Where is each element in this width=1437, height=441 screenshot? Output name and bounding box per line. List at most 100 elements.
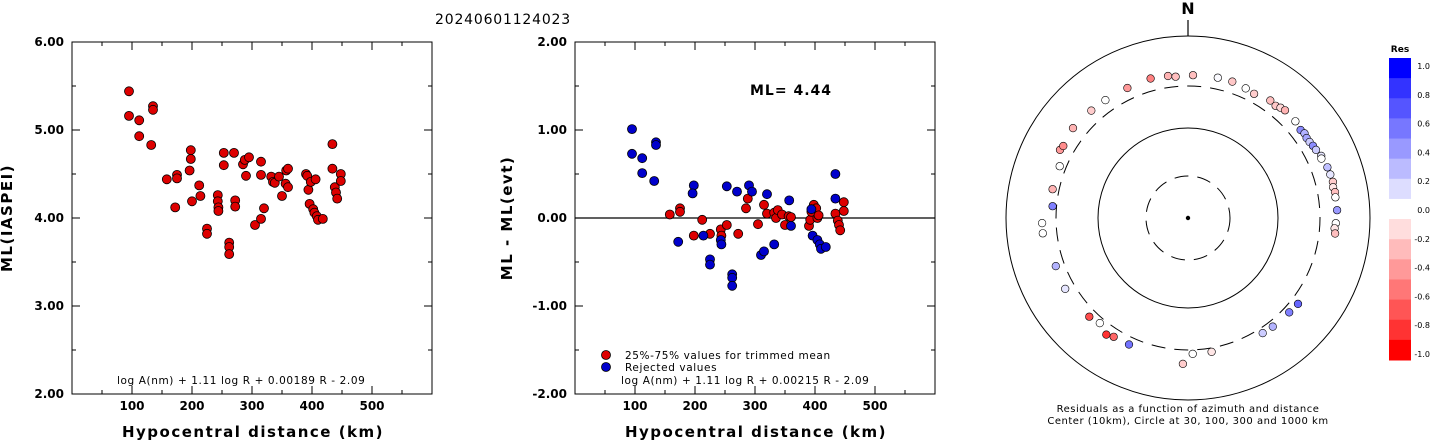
x-tick-label: 500 — [359, 399, 384, 413]
data-point — [762, 189, 772, 200]
x-ticks: 100 200 300 400 500 — [604, 42, 906, 413]
colorbar-tick-label: -1.0 — [1414, 350, 1430, 359]
station-point — [1048, 202, 1057, 211]
data-point — [194, 180, 205, 191]
data-point — [716, 239, 727, 250]
data-point — [213, 206, 224, 216]
data-point — [317, 213, 328, 224]
station-point — [1249, 89, 1259, 98]
data-point — [813, 210, 824, 221]
data-point — [283, 182, 293, 193]
data-point — [202, 228, 212, 239]
colorbar-cell — [1389, 158, 1411, 180]
colorbar-cell — [1389, 219, 1411, 240]
colorbar-cell — [1389, 339, 1411, 361]
x-tick-label: 400 — [299, 399, 324, 413]
colorbar-tick-label: 0.2 — [1417, 177, 1430, 186]
data-point — [134, 115, 145, 126]
data-point — [688, 180, 699, 191]
data-point — [786, 212, 796, 223]
y-tick-label: 2.00 — [34, 387, 64, 401]
station-point — [1293, 299, 1303, 309]
data-point — [250, 220, 260, 230]
station-point — [1051, 262, 1060, 271]
station-point — [1332, 206, 1342, 215]
distance-ring — [1145, 175, 1231, 261]
station-point — [1171, 72, 1180, 81]
legend-marker-trimmed — [601, 350, 611, 360]
station-point — [1291, 117, 1300, 126]
data-point — [838, 197, 849, 208]
data-point — [637, 168, 648, 179]
colorbar-ticks: 1.0 0.8 0.6 0.4 0.2 0.0 -0.2 -0.4 -0.6 -0.8 -1.0 — [1414, 62, 1430, 359]
data-point — [806, 204, 817, 215]
north-label: N — [1181, 0, 1194, 18]
station-point — [1268, 322, 1277, 331]
y-tick-label: 3.00 — [34, 299, 64, 313]
station-point — [1188, 71, 1198, 80]
data-point — [687, 188, 698, 199]
station-point — [1124, 340, 1134, 349]
colorbar-tick-label: -0.6 — [1414, 292, 1430, 301]
distance-ring — [1097, 127, 1279, 309]
y-ticks: 2.00 3.00 4.00 5.00 6.00 — [34, 35, 432, 401]
data-point — [241, 170, 251, 181]
station-point — [1087, 106, 1096, 115]
data-point — [830, 169, 841, 179]
caption-line-1: Residuals as a function of azimuth and d… — [1057, 404, 1320, 415]
data-point — [727, 280, 738, 291]
data-point — [230, 201, 241, 212]
colorbar-cell — [1389, 98, 1411, 119]
station-point — [1055, 162, 1064, 171]
data-point — [753, 219, 763, 230]
colorbar-cell — [1389, 299, 1411, 321]
colorbar-tick-label: 0.8 — [1417, 91, 1430, 100]
y-tick-label: 5.00 — [34, 123, 64, 137]
station-point — [1038, 229, 1047, 238]
distance-ring — [1055, 85, 1321, 351]
data-point — [184, 165, 195, 176]
panel-azimuth-polar: N Residuals as a function of azimuth and… — [1005, 0, 1371, 427]
station-point — [1061, 284, 1070, 294]
legend-label-trimmed: 25%-75% values for trimmed mean — [625, 350, 831, 362]
data-point — [705, 259, 715, 270]
station-point — [1059, 141, 1068, 151]
data-point — [675, 206, 685, 217]
data-point — [148, 104, 158, 115]
data-point — [721, 181, 732, 192]
station-point — [1331, 193, 1340, 202]
station-point — [1330, 229, 1340, 238]
panel-residuals-vs-distance: 100 200 300 400 500 -2.00 -1.00 0.00 1.00 2.00 M… — [498, 35, 936, 441]
y-axis-label: ML - ML(evt) — [498, 156, 516, 280]
data-point — [185, 154, 196, 164]
data-point — [274, 171, 284, 182]
colorbar-cell — [1389, 239, 1411, 260]
data-point — [698, 230, 709, 241]
center-dot — [1185, 215, 1191, 221]
station-point — [1285, 308, 1294, 317]
x-tick-label: 100 — [622, 399, 647, 413]
data-point — [732, 186, 742, 197]
data-point — [224, 249, 235, 260]
data-point — [327, 163, 338, 174]
data-point — [283, 163, 293, 174]
panel-ml-vs-distance: 100 200 300 400 500 2.00 3.00 4.00 5.00 6.00 Hyp… — [0, 35, 433, 441]
caption-line-2: Center (10km), Circle at 30, 100, 300 an… — [1047, 416, 1328, 427]
station-point — [1085, 312, 1094, 321]
data-point — [277, 191, 287, 201]
data-point — [124, 111, 134, 121]
station-point — [1258, 329, 1267, 338]
data-point — [688, 230, 699, 241]
station-point — [1188, 349, 1197, 359]
formula-text: log A(nm) + 1.11 log R + 0.00189 R - 2.0… — [117, 375, 365, 387]
colorbar-tick-label: 1.0 — [1417, 62, 1430, 71]
colorbar-cell — [1389, 319, 1411, 341]
data-points — [124, 86, 346, 260]
station-point — [1146, 74, 1155, 83]
station-point — [1163, 71, 1173, 81]
x-tick-label: 400 — [802, 399, 827, 413]
x-axis-label: Hypocentral distance (km) — [122, 423, 384, 441]
station-point — [1213, 73, 1222, 82]
data-point — [310, 174, 321, 185]
